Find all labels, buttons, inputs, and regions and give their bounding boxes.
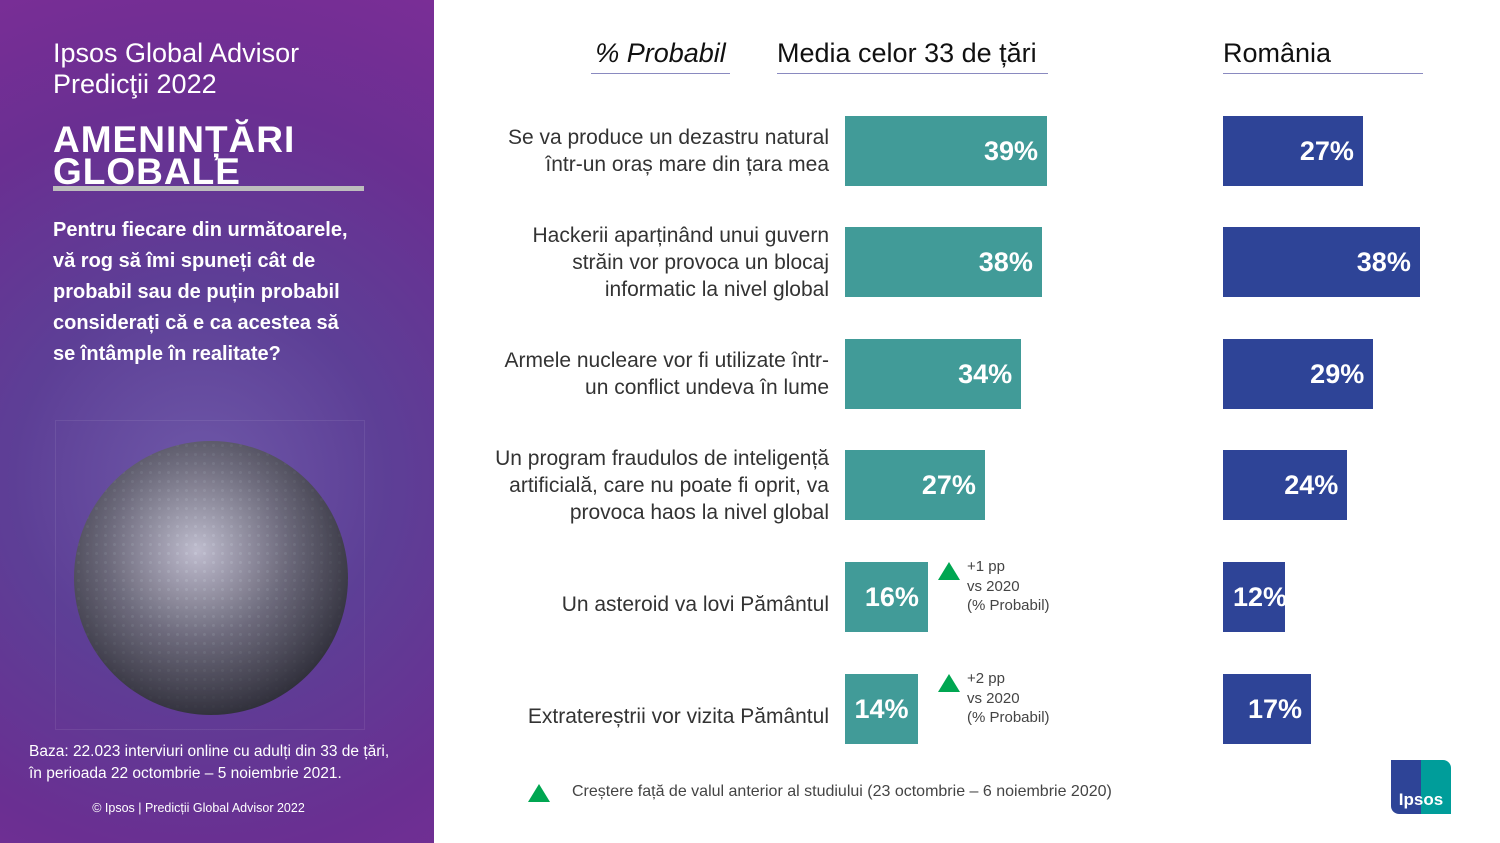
bar-romania: 38% xyxy=(1223,227,1420,297)
category-label-line: Un asteroid va lovi Pământul xyxy=(561,592,829,616)
brand-title: Ipsos Global Advisor Predicţii 2022 xyxy=(53,38,299,100)
base-line: Baza: 22.023 interviuri online cu adulți… xyxy=(29,743,390,760)
annotation-line: +2 pp xyxy=(967,670,1005,687)
globe-image xyxy=(55,420,365,730)
data-label: 29% xyxy=(1310,358,1365,389)
category-label-line: artificială, care nu poate fi oprit, va xyxy=(509,473,829,497)
category-label-line: provoca haos la nivel global xyxy=(569,500,829,524)
up-triangle-icon xyxy=(528,784,550,802)
annotation-line: vs 2020 xyxy=(967,577,1020,595)
series-header-global: Media celor 33 de țări xyxy=(777,38,1048,74)
category-label: Armele nucleare vor fi utilizate într-un… xyxy=(429,347,829,401)
up-triangle-icon xyxy=(938,674,960,692)
bar-global: 16% xyxy=(845,562,928,632)
data-label: 14% xyxy=(854,693,909,724)
title-line: AMENINȚĂRI xyxy=(53,119,296,160)
bar-romania: 24% xyxy=(1223,450,1348,520)
category-label-line: Un program fraudulos de inteligență xyxy=(495,446,829,470)
category-label-line: Hackerii aparținând unui guvern xyxy=(532,223,829,247)
bar-global: 34% xyxy=(845,339,1022,409)
title-line: GLOBALE xyxy=(53,151,241,192)
bar-romania: 12% xyxy=(1223,562,1286,632)
page-title: AMENINȚĂRI GLOBALE xyxy=(53,119,296,192)
series-header-romania: România xyxy=(1223,38,1423,74)
globe-icon xyxy=(74,441,348,715)
category-label-line: Se va produce un dezastru natural xyxy=(507,126,829,149)
bar-romania: 29% xyxy=(1223,339,1374,409)
change-annotation: +2 pp vs 2020 (% Probabil) xyxy=(967,669,1050,728)
annotation-line: (% Probabil) xyxy=(967,709,1050,726)
data-label: 24% xyxy=(1284,469,1339,500)
data-label: 38% xyxy=(1356,246,1411,277)
data-label: 12% xyxy=(1233,581,1286,612)
brand-line: Ipsos Global Advisor xyxy=(53,38,300,68)
measure-header: % Probabil xyxy=(591,38,730,74)
bar-global: 14% xyxy=(845,674,918,744)
base-line: în perioada 22 octombrie – 5 noiembrie 2… xyxy=(29,765,342,782)
data-label: 27% xyxy=(921,469,976,500)
copyright: © Ipsos | Predicții Global Advisor 2022 xyxy=(92,801,305,815)
bar-global: 39% xyxy=(845,116,1048,186)
data-label: 34% xyxy=(958,358,1013,389)
title-divider xyxy=(53,186,364,191)
sidebar-panel: Ipsos Global Advisor Predicţii 2022 AMEN… xyxy=(0,0,434,843)
change-annotation: +1 pp vs 2020 (% Probabil) xyxy=(967,557,1050,616)
category-label-line: un conflict undeva în lume xyxy=(585,376,829,399)
category-label: Hackerii aparținând unui guvern străin vo… xyxy=(429,222,829,303)
category-label: Un program fraudulos de inteligență artif… xyxy=(429,445,829,526)
brand-line: Predicţii 2022 xyxy=(53,69,217,99)
category-label-line: Extratereștrii vor vizita Pământul xyxy=(527,704,829,728)
annotation-line: +1 pp xyxy=(967,558,1005,575)
bar-global: 38% xyxy=(845,227,1042,297)
category-label-line: străin vor provoca un blocaj xyxy=(572,250,829,274)
bar-global: 27% xyxy=(845,450,985,520)
category-label: Se va produce un dezastru natural într-un… xyxy=(429,124,829,178)
category-label: Un asteroid va lovi Pământul xyxy=(429,591,829,618)
bar-romania: 17% xyxy=(1223,674,1312,744)
bar-romania: 27% xyxy=(1223,116,1363,186)
data-label: 39% xyxy=(983,135,1039,166)
ipsos-logo: Ipsos xyxy=(1391,760,1451,814)
category-label-line: informatic la nivel global xyxy=(604,277,829,301)
category-label-line: Armele nucleare vor fi utilizate într- xyxy=(504,349,829,372)
annotation-line: vs 2020 xyxy=(967,689,1020,707)
data-label: 27% xyxy=(1299,135,1354,166)
up-triangle-icon xyxy=(938,562,960,580)
legend-note: Creștere față de valul anterior al studi… xyxy=(572,783,1112,800)
category-label: Extratereștrii vor vizita Pământul xyxy=(429,703,829,730)
annotation-line: (% Probabil) xyxy=(967,597,1050,614)
data-label: 38% xyxy=(978,246,1033,277)
data-label: 17% xyxy=(1248,693,1303,724)
data-label: 16% xyxy=(864,581,919,612)
base-note: Baza: 22.023 interviuri online cu adulți… xyxy=(29,741,429,785)
category-label-line: într-un oraș mare din țara mea xyxy=(545,153,829,176)
survey-question: Pentru fiecare din următoarele, vă rog s… xyxy=(53,219,348,365)
